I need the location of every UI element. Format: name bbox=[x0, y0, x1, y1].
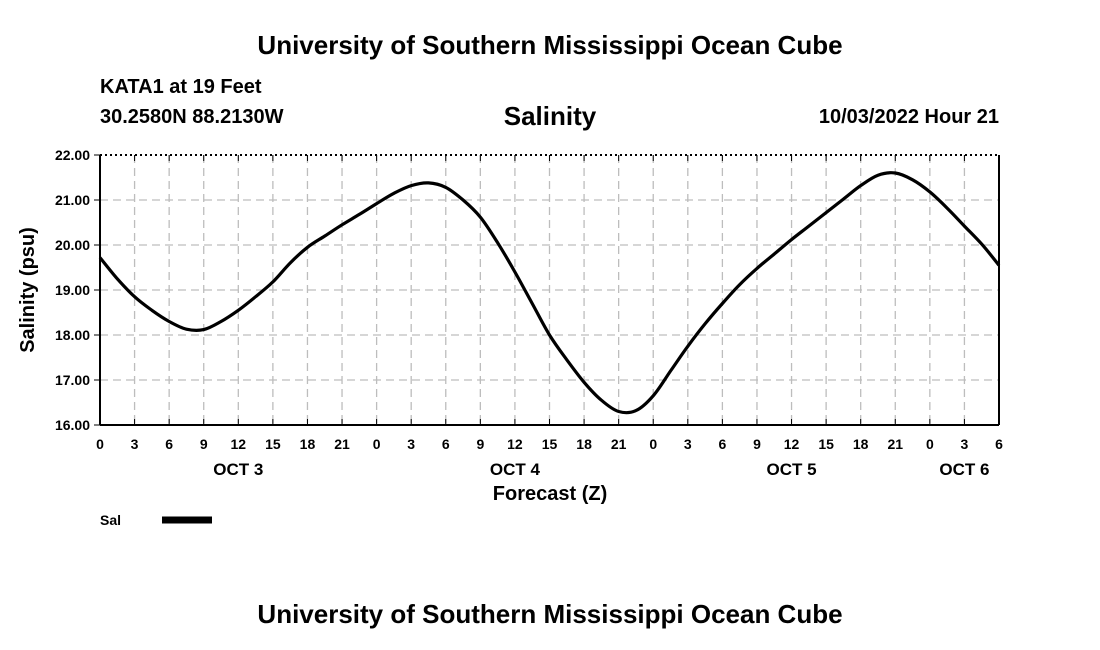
grid bbox=[100, 155, 999, 425]
x-tick-label: 9 bbox=[476, 436, 484, 452]
chart-title-top: University of Southern Mississippi Ocean… bbox=[257, 30, 843, 60]
forecast-timestamp: 10/03/2022 Hour 21 bbox=[818, 106, 999, 128]
x-tick-label: 18 bbox=[300, 436, 316, 452]
x-tick-label: 3 bbox=[407, 436, 415, 452]
x-tick-label: 9 bbox=[753, 436, 761, 452]
x-tick-label: 9 bbox=[200, 436, 208, 452]
x-tick-label: 18 bbox=[576, 436, 592, 452]
x-tick-label: 18 bbox=[853, 436, 869, 452]
x-tick-label: 12 bbox=[784, 436, 800, 452]
station-coordinates: 30.2580N 88.2130W bbox=[100, 106, 284, 128]
x-tick-label: 0 bbox=[373, 436, 381, 452]
y-tick-label: 21.00 bbox=[55, 192, 90, 208]
x-tick-label: 12 bbox=[231, 436, 247, 452]
y-tick-label: 18.00 bbox=[55, 327, 90, 343]
y-tick-label: 19.00 bbox=[55, 282, 90, 298]
date-label: OCT 5 bbox=[767, 460, 817, 479]
date-label: OCT 4 bbox=[490, 460, 541, 479]
x-tick-label: 15 bbox=[265, 436, 281, 452]
x-tick-label: 21 bbox=[887, 436, 903, 452]
x-tick-label: 15 bbox=[542, 436, 558, 452]
x-tick-label: 21 bbox=[611, 436, 627, 452]
x-tick-label: 0 bbox=[649, 436, 657, 452]
station-name: KATA1 at 19 Feet bbox=[100, 76, 262, 98]
legend-label: Sal bbox=[100, 512, 121, 528]
legend: Sal bbox=[100, 512, 212, 528]
date-label: OCT 6 bbox=[939, 460, 989, 479]
y-axis-label: Salinity (psu) bbox=[17, 227, 39, 353]
x-tick-label: 6 bbox=[718, 436, 726, 452]
x-tick-label: 15 bbox=[818, 436, 834, 452]
y-tick-label: 22.00 bbox=[55, 147, 90, 163]
x-axis-label: Forecast (Z) bbox=[493, 483, 607, 505]
tick-labels: 0 3 6 9 12 15 18 21 0 3 6 9 12 15 18 21 0 3 6 9 12 15 18 21 0 3 6 1… bbox=[55, 147, 1003, 479]
x-tick-label: 6 bbox=[995, 436, 1003, 452]
axes bbox=[94, 154, 1000, 426]
y-tick-label: 17.00 bbox=[55, 372, 90, 388]
x-tick-label: 21 bbox=[334, 436, 350, 452]
variable-title: Salinity bbox=[503, 101, 597, 131]
x-tick-label: 6 bbox=[165, 436, 173, 452]
x-tick-label: 0 bbox=[926, 436, 934, 452]
x-tick-label: 3 bbox=[961, 436, 969, 452]
date-label: OCT 3 bbox=[213, 460, 263, 479]
y-tick-label: 16.00 bbox=[55, 417, 90, 433]
y-tick-label: 20.00 bbox=[55, 237, 90, 253]
x-tick-label: 12 bbox=[507, 436, 523, 452]
series-line-sal bbox=[98, 171, 1001, 415]
series-layer bbox=[98, 171, 1001, 415]
x-tick-label: 6 bbox=[442, 436, 450, 452]
chart-title-bottom: University of Southern Mississippi Ocean… bbox=[257, 599, 843, 629]
x-tick-label: 3 bbox=[684, 436, 692, 452]
x-tick-label: 3 bbox=[131, 436, 139, 452]
x-tick-label: 0 bbox=[96, 436, 104, 452]
